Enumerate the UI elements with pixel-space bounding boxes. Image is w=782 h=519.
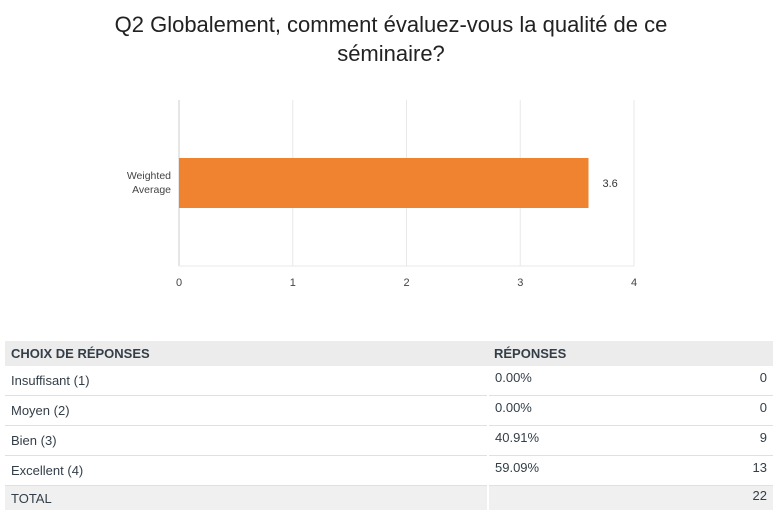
- table-header-row: CHOIX DE RÉPONSES RÉPONSES: [5, 341, 773, 366]
- category-label-line: Average: [132, 184, 171, 196]
- response-count: 9: [759, 430, 767, 445]
- table-row: Insuffisant (1) 0.00% 0: [5, 366, 773, 396]
- header-responses: RÉPONSES: [488, 341, 773, 366]
- response-count: 13: [752, 460, 767, 475]
- response-percent: 0.00%: [495, 400, 532, 415]
- x-tick-label: 3: [517, 277, 523, 289]
- response-count: 0: [759, 400, 767, 415]
- question-title-line1: Q2 Globalement, comment évaluez-vous la …: [114, 12, 668, 37]
- response-percent: 59.09%: [495, 460, 540, 475]
- table-row: Bien (3) 40.91% 9: [5, 425, 773, 456]
- x-tick-label: 1: [290, 277, 296, 289]
- x-tick-label: 0: [176, 277, 182, 289]
- response-count: 0: [759, 370, 767, 385]
- response-percent: 0.00%: [495, 370, 532, 385]
- response-cell: 40.91% 9: [487, 425, 773, 456]
- x-tick-label: 4: [631, 277, 637, 289]
- category-label-line: Weighted: [127, 170, 171, 182]
- labels: 0 1 2 3 4 3.6 Weighted Average: [127, 170, 637, 289]
- table-row: Excellent (4) 59.09% 13: [5, 455, 773, 486]
- x-tick-label: 2: [403, 277, 409, 289]
- choice-label: Bien (3): [5, 425, 488, 456]
- total-count: 22: [752, 487, 767, 503]
- question-title-line2: séminaire?: [337, 41, 445, 66]
- weighted-average-bar-chart: 0 1 2 3 4 3.6 Weighted Average: [127, 100, 637, 289]
- bar-value-label: 3.6: [603, 178, 618, 190]
- bar: [179, 158, 589, 208]
- category-label: Weighted Average: [127, 170, 171, 196]
- choice-label: Insuffisant (1): [5, 366, 488, 396]
- total-cell: 22: [487, 485, 773, 510]
- responses-table: CHOIX DE RÉPONSES RÉPONSES Insuffisant (…: [5, 341, 773, 510]
- bars: [179, 158, 589, 208]
- table-total-row: TOTAL 22: [5, 485, 773, 510]
- header-choice: CHOIX DE RÉPONSES: [5, 341, 488, 366]
- response-cell: 59.09% 13: [487, 455, 773, 486]
- response-cell: 0.00% 0: [487, 366, 773, 396]
- total-label: TOTAL: [5, 485, 488, 510]
- choice-label: Moyen (2): [5, 395, 488, 426]
- choice-label: Excellent (4): [5, 455, 488, 486]
- question-title: Q2 Globalement, comment évaluez-vous la …: [0, 10, 782, 68]
- table-row: Moyen (2) 0.00% 0: [5, 395, 773, 426]
- response-percent: 40.91%: [495, 430, 540, 445]
- response-cell: 0.00% 0: [487, 395, 773, 426]
